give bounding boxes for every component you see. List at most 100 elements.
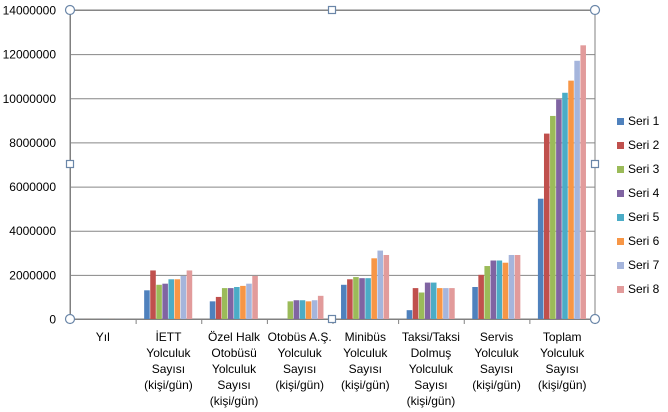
bar-seri-3 — [221, 288, 228, 319]
x-category-label: Sayısı — [152, 362, 185, 376]
legend-label: Seri 3 — [628, 162, 660, 176]
bar-seri-6 — [305, 301, 312, 319]
y-tick-label: 10000000 — [3, 92, 57, 106]
bar-seri-5 — [562, 92, 568, 320]
x-category-label: Yolculuk — [146, 346, 191, 360]
bar-seri-2 — [412, 288, 419, 319]
x-category-label: (kişi/gün) — [407, 394, 456, 408]
bar-seri-1 — [341, 284, 347, 319]
bar-seri-4 — [556, 99, 562, 319]
bar-seri-5 — [168, 279, 175, 319]
legend-label: Seri 4 — [628, 186, 660, 200]
legend-label: Seri 7 — [628, 258, 660, 272]
y-tick-label: 14000000 — [3, 4, 57, 18]
x-category-label: (kişi/gün) — [538, 378, 587, 392]
x-category-label: Yolculuk — [540, 346, 585, 360]
x-category-label: (kişi/gün) — [210, 394, 259, 408]
resize-handle-edge[interactable] — [590, 159, 600, 169]
resize-handle-edge[interactable] — [327, 314, 337, 324]
bar-seri-3 — [418, 292, 425, 319]
y-tick-label: 8000000 — [9, 136, 56, 150]
bar-seri-4 — [293, 300, 300, 319]
x-category-label: Yolculuk — [212, 362, 257, 376]
bar-seri-3 — [287, 301, 294, 319]
bar-seri-2 — [478, 274, 484, 319]
resize-handle-edge[interactable] — [65, 159, 75, 169]
x-category-label: Yolculuk — [409, 362, 454, 376]
x-category-label: Servis — [480, 330, 513, 344]
bar-seri-4 — [227, 288, 234, 319]
bar-seri-5 — [496, 260, 503, 319]
y-tick-label: 12000000 — [3, 48, 57, 62]
bar-seri-7 — [443, 288, 449, 319]
x-category-label: (kişi/gün) — [144, 378, 193, 392]
bar-seri-7 — [377, 250, 384, 319]
bar-seri-6 — [371, 258, 377, 319]
legend-label: Seri 1 — [628, 114, 660, 128]
bar-seri-7 — [180, 275, 187, 319]
x-category-label: Sayısı — [480, 362, 513, 376]
x-category-label: Dolmuş — [411, 346, 452, 360]
bar-seri-1 — [144, 290, 150, 319]
bar-seri-1 — [537, 198, 544, 319]
x-category-label: (kişi/gün) — [472, 378, 521, 392]
bar-seri-8 — [514, 254, 521, 319]
bar-seri-3 — [484, 266, 490, 319]
bar-seri-2 — [347, 279, 353, 319]
legend-swatch — [617, 190, 624, 197]
x-category-label: Minibüs — [345, 330, 386, 344]
x-category-label: (kişi/gün) — [275, 378, 324, 392]
x-category-label: Yolculuk — [474, 346, 519, 360]
bar-seri-3 — [550, 115, 556, 319]
bar-seri-4 — [162, 283, 168, 319]
legend-swatch — [617, 238, 624, 245]
x-category-label: Sayısı — [349, 362, 382, 376]
resize-handle-edge[interactable] — [327, 5, 337, 15]
bar-seri-2 — [215, 296, 222, 319]
y-tick-label: 4000000 — [9, 224, 56, 238]
bar-seri-5 — [365, 278, 371, 319]
bar-seri-7 — [246, 283, 252, 319]
bar-seri-6 — [240, 285, 246, 319]
bar-seri-1 — [209, 301, 216, 319]
legend-label: Seri 2 — [628, 138, 660, 152]
legend-swatch — [617, 262, 624, 269]
legend-swatch — [617, 142, 624, 149]
bar-seri-2 — [150, 270, 156, 319]
x-category-label: Sayısı — [217, 378, 250, 392]
x-category-label: Yıl — [96, 330, 110, 344]
legend-swatch — [617, 118, 624, 125]
bar-seri-4 — [490, 260, 497, 319]
x-category-label: Yolculuk — [343, 346, 388, 360]
x-category-label: (kişi/gün) — [341, 378, 390, 392]
y-tick-label: 2000000 — [9, 268, 56, 282]
bar-seri-5 — [234, 286, 240, 319]
x-category-label: Sayısı — [414, 378, 447, 392]
legend-swatch — [617, 214, 624, 221]
x-category-label: Otobüs A.Ş. — [268, 330, 332, 344]
bar-seri-1 — [472, 286, 478, 319]
legend-swatch — [617, 166, 624, 173]
y-tick-label: 6000000 — [9, 180, 56, 194]
x-category-label: Sayısı — [283, 362, 316, 376]
bar-seri-8 — [317, 295, 324, 319]
bar-seri-8 — [186, 270, 193, 319]
legend-label: Seri 8 — [628, 282, 660, 296]
x-category-label: İETT — [155, 330, 182, 344]
resize-handle-corner[interactable] — [64, 4, 76, 16]
y-tick-label: 0 — [49, 313, 56, 327]
bar-seri-6 — [437, 288, 443, 319]
resize-handle-corner[interactable] — [589, 4, 601, 16]
bar-seri-6 — [502, 262, 509, 319]
resize-handle-corner[interactable] — [64, 313, 76, 325]
resize-handle-corner[interactable] — [589, 313, 601, 325]
x-category-label: Taksi/Taksi — [402, 330, 460, 344]
bar-seri-1 — [406, 310, 413, 319]
bar-seri-5 — [299, 300, 306, 319]
bar-seri-8 — [449, 288, 455, 319]
legend-label: Seri 5 — [628, 210, 660, 224]
bar-seri-4 — [359, 278, 365, 319]
x-category-label: Özel Halk — [208, 330, 261, 344]
bar-seri-6 — [568, 80, 574, 319]
